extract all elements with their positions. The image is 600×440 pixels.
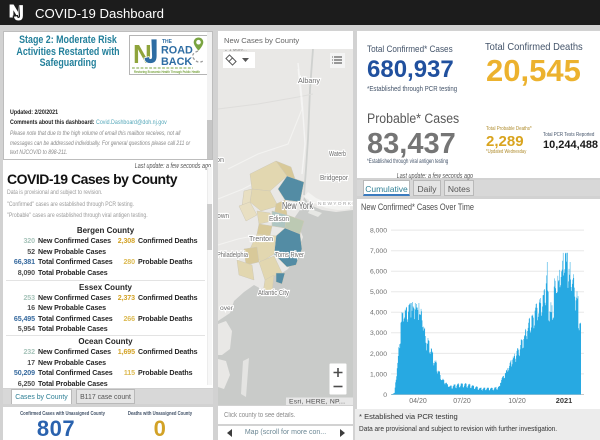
svg-text:10/20: 10/20 <box>508 398 526 405</box>
svg-text:2,000: 2,000 <box>370 351 387 358</box>
svg-text:5,000: 5,000 <box>370 289 387 296</box>
svg-text:Toms River: Toms River <box>275 250 304 259</box>
svg-text:Albany: Albany <box>298 76 320 85</box>
svg-text:Philadelphia: Philadelphia <box>218 250 248 259</box>
svg-text:1,000: 1,000 <box>370 371 387 378</box>
svg-text:Edison: Edison <box>269 214 289 223</box>
svg-text:ntown: ntown <box>218 213 229 220</box>
svg-text:8,000: 8,000 <box>370 228 387 235</box>
svg-text:ton: ton <box>218 157 224 164</box>
svg-text:2021: 2021 <box>556 396 572 405</box>
svg-text:N E W Y O R K: N E W Y O R K <box>318 201 351 206</box>
svg-text:Restoring Economic Health Thro: Restoring Economic Health Through Public… <box>134 70 200 74</box>
svg-text:3,000: 3,000 <box>370 330 387 337</box>
svg-text:Esri, HERE, NP...: Esri, HERE, NP... <box>289 399 345 406</box>
svg-text:Waterb: Waterb <box>329 151 346 158</box>
svg-text:New York: New York <box>282 201 313 212</box>
svg-text:6,000: 6,000 <box>370 269 387 276</box>
svg-text:Trenton: Trenton <box>249 234 273 243</box>
svg-text:Atlantic City: Atlantic City <box>258 288 289 297</box>
svg-text:⌄ 1 More...: ⌄ 1 More... <box>224 49 247 52</box>
svg-text:N: N <box>133 39 152 69</box>
svg-text:over: over <box>220 305 234 312</box>
svg-text:BACK: BACK <box>161 56 192 68</box>
svg-text:4,000: 4,000 <box>370 310 387 317</box>
svg-text:ROAD: ROAD <box>161 45 193 57</box>
svg-text:New Confirmed* Cases Over Time: New Confirmed* Cases Over Time <box>361 202 474 212</box>
svg-text:04/20: 04/20 <box>409 398 427 405</box>
svg-text:0: 0 <box>383 392 387 399</box>
svg-text:Bridgepor: Bridgepor <box>320 175 349 182</box>
svg-text:THE: THE <box>162 39 173 45</box>
svg-text:07/20: 07/20 <box>453 398 471 405</box>
svg-text:7,000: 7,000 <box>370 248 387 255</box>
